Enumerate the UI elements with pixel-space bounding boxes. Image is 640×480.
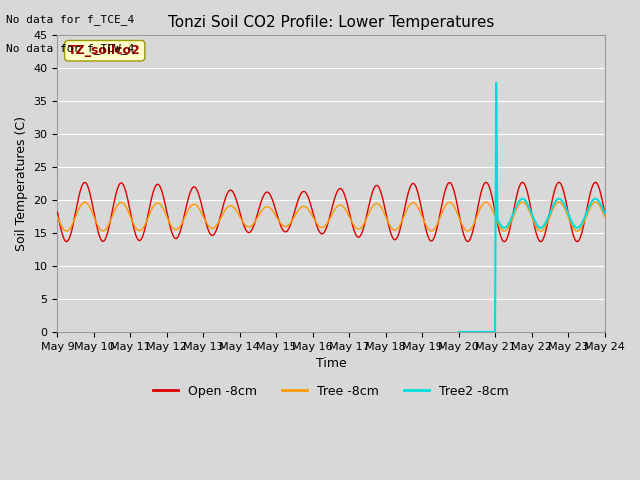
Y-axis label: Soil Temperatures (C): Soil Temperatures (C) — [15, 116, 28, 251]
Title: Tonzi Soil CO2 Profile: Lower Temperatures: Tonzi Soil CO2 Profile: Lower Temperatur… — [168, 15, 494, 30]
Text: No data for f_TCW_4: No data for f_TCW_4 — [6, 43, 134, 54]
Text: TZ_soilco2: TZ_soilco2 — [68, 44, 141, 57]
X-axis label: Time: Time — [316, 357, 346, 370]
Legend: Open -8cm, Tree -8cm, Tree2 -8cm: Open -8cm, Tree -8cm, Tree2 -8cm — [148, 380, 514, 403]
Text: No data for f_TCE_4: No data for f_TCE_4 — [6, 14, 134, 25]
